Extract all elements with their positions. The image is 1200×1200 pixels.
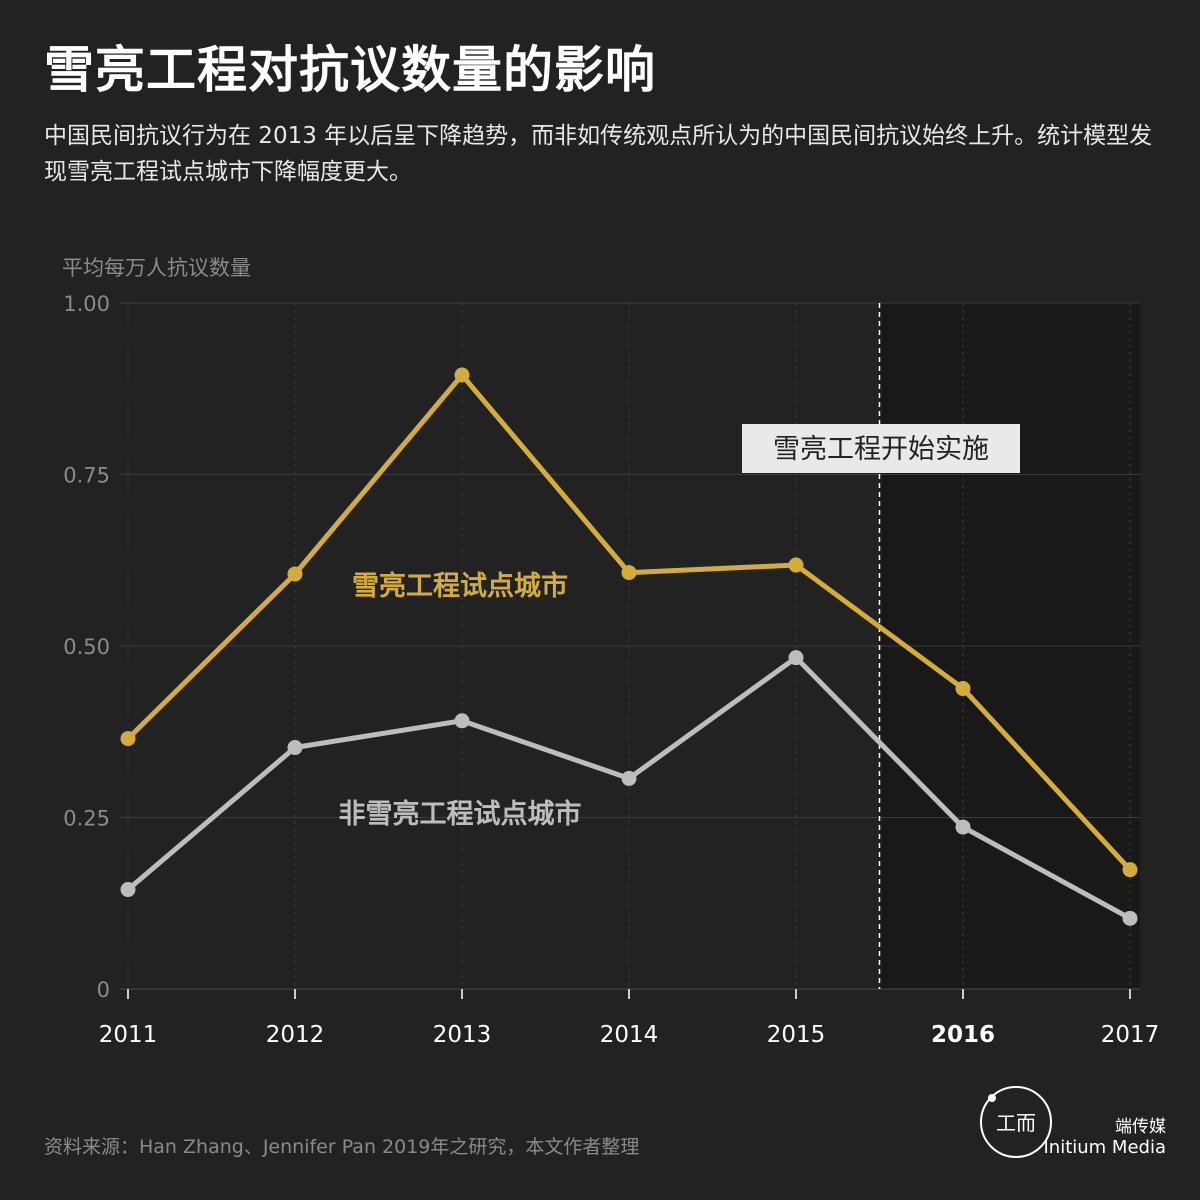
y-axis-title: 平均每万人抗议数量: [62, 256, 251, 280]
x-tick-label: 2017: [1101, 1022, 1160, 1048]
brand-name-cn: 端传媒: [1115, 1117, 1166, 1137]
y-tick-label: 0: [97, 978, 110, 1002]
x-tick-label: 2013: [433, 1022, 492, 1048]
data-point: [1122, 862, 1138, 878]
chart-subtitle: 中国民间抗议行为在 2013 年以后呈下降趋势，而非如传统观点所认为的中国民间抗…: [44, 123, 1153, 185]
y-tick-label: 0.25: [63, 807, 110, 831]
data-point: [454, 713, 470, 729]
data-point: [788, 650, 804, 666]
x-tick-label: 2014: [600, 1022, 659, 1048]
x-tick-label: 2012: [266, 1022, 325, 1048]
data-point: [621, 565, 637, 581]
x-tick-label: 2016: [931, 1022, 995, 1048]
data-point: [287, 740, 303, 756]
data-point: [287, 566, 303, 582]
data-point: [955, 681, 971, 697]
annotation-box: [742, 424, 1020, 473]
x-tick-label: 2011: [99, 1022, 158, 1048]
brand-name-en: Initium Media: [1043, 1137, 1166, 1158]
data-point: [120, 731, 136, 747]
y-tick-label: 1.00: [63, 292, 110, 316]
y-tick-label: 0.75: [63, 464, 110, 488]
x-tick-label: 2015: [767, 1022, 826, 1048]
initium-logo-icon: 工而: [980, 1086, 1052, 1158]
source-note: 资料来源：Han Zhang、Jennifer Pan 2019年之研究，本文作…: [44, 1136, 640, 1158]
data-point: [1122, 910, 1138, 926]
data-point: [788, 557, 804, 573]
series-label: 雪亮工程试点城市: [352, 570, 568, 602]
data-point: [955, 819, 971, 835]
annotation-label: 雪亮工程开始实施: [773, 434, 989, 465]
data-point: [454, 367, 470, 383]
svg-text:工而: 工而: [996, 1111, 1036, 1135]
data-point: [621, 770, 637, 786]
data-point: [120, 882, 136, 898]
line-chart: 0 0.25 0.50 0.75 1.00 2011 2012 2013 2014 2015 201…: [63, 292, 1160, 1048]
series-label: 非雪亮工程试点城市: [339, 798, 582, 830]
chart-title: 雪亮工程对抗议数量的影响: [44, 41, 656, 99]
y-tick-label: 0.50: [63, 635, 110, 659]
